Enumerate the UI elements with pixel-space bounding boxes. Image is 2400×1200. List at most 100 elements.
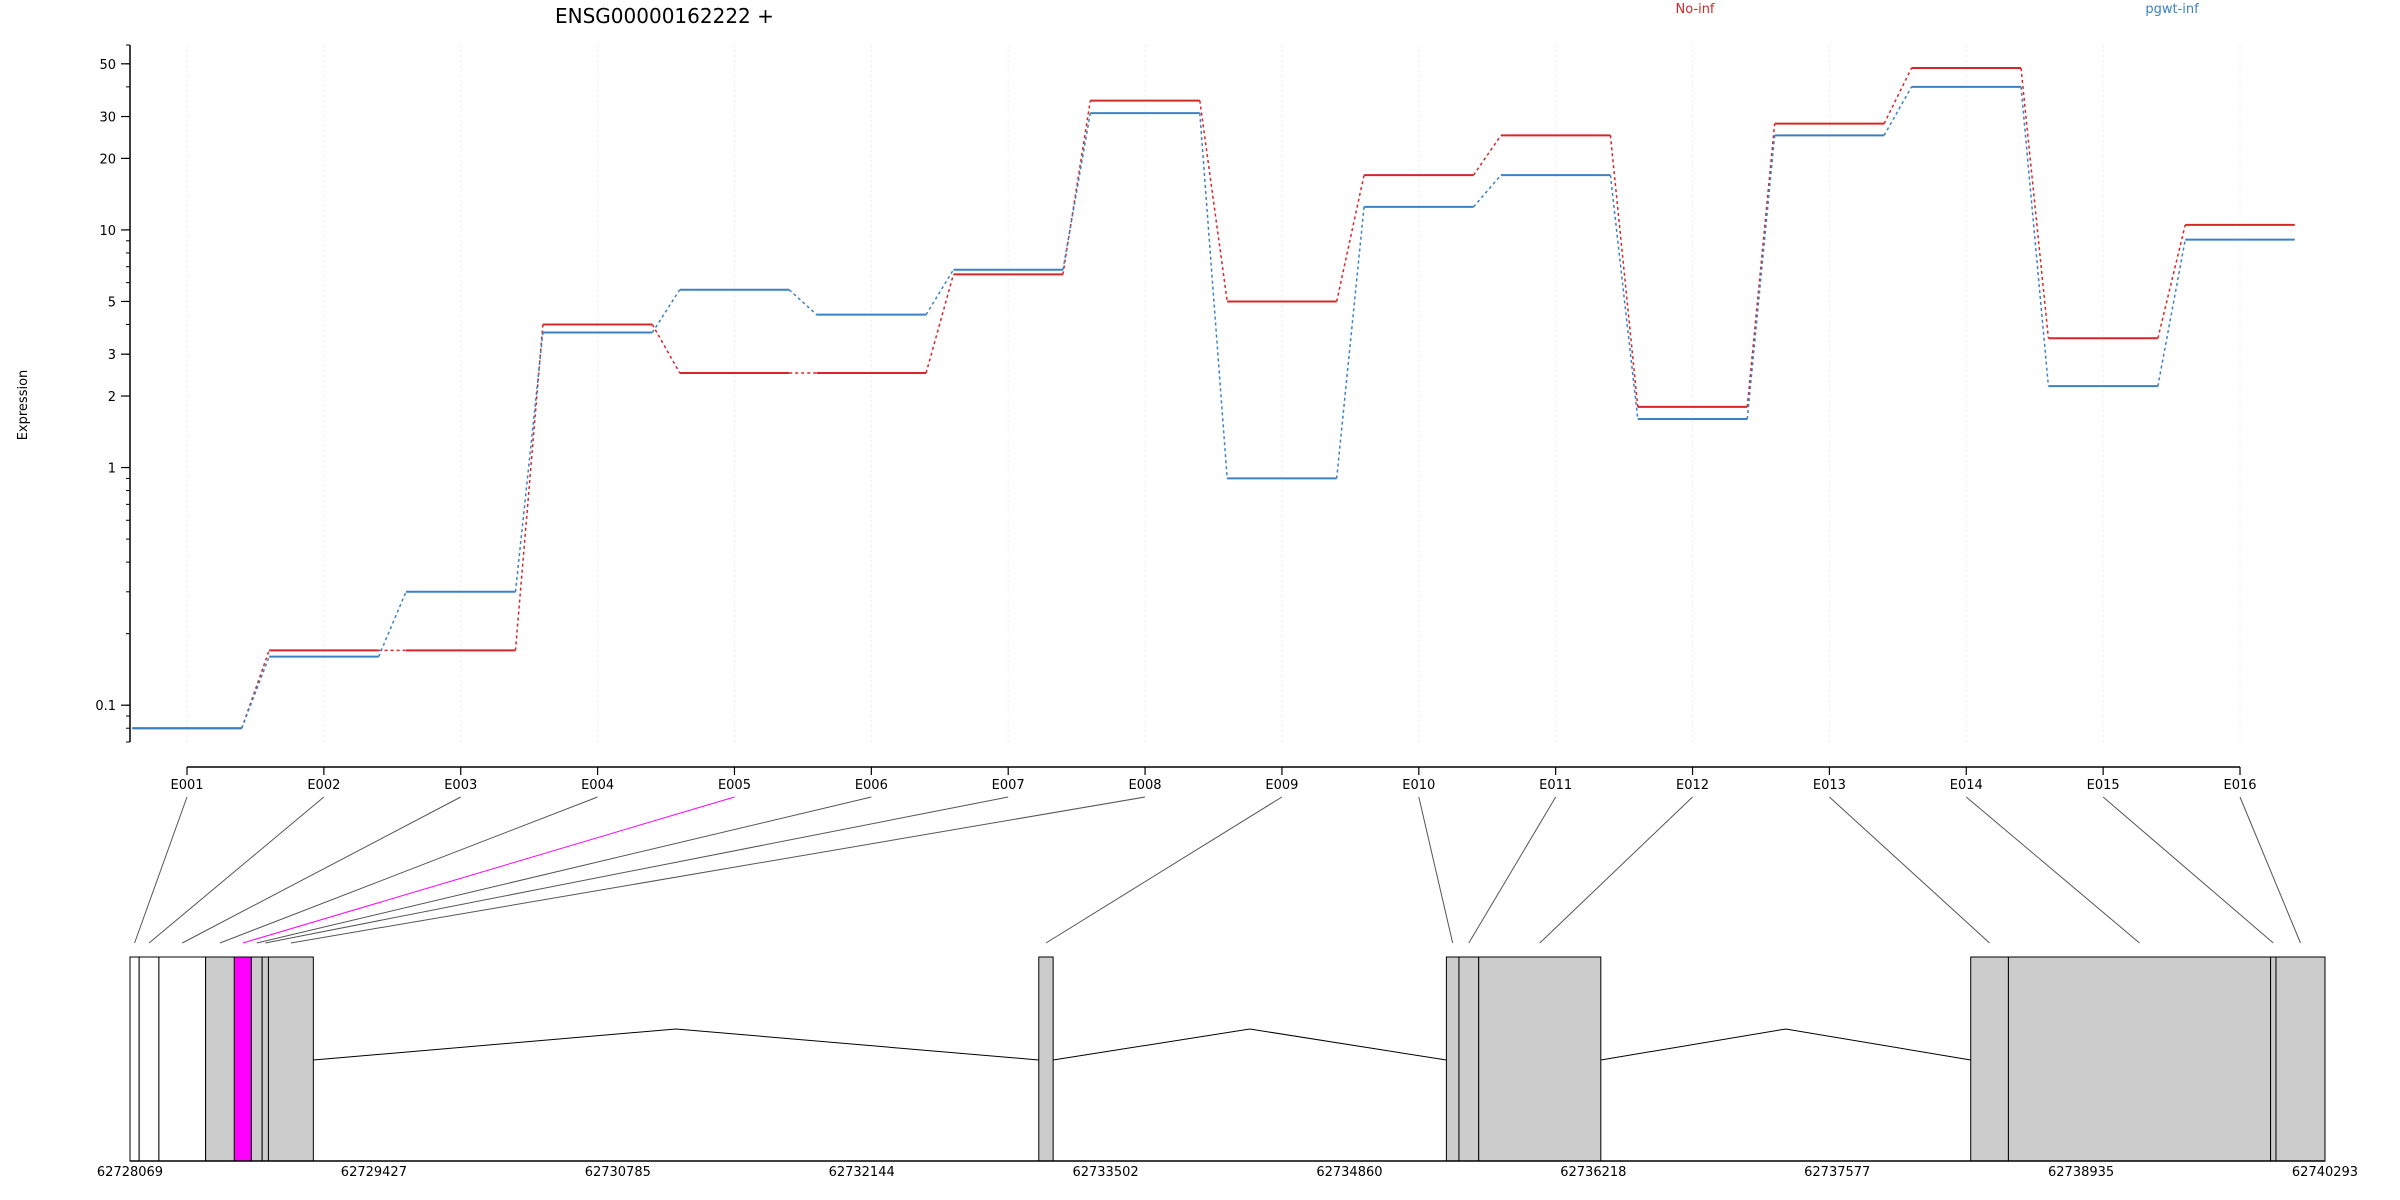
x-tick-label: E015 — [2087, 778, 2120, 793]
legend-entry-pgwt-inf: pgwt-inf — [2145, 2, 2199, 17]
series-connector — [925, 274, 955, 374]
series-connector — [1746, 135, 1776, 420]
series-connector — [1609, 135, 1639, 407]
coordinate-label: 62733502 — [1072, 1165, 1138, 1180]
series-connector — [377, 591, 407, 657]
exon-connector-e016 — [2239, 796, 2301, 944]
series-pgwt-inf — [132, 85, 2295, 730]
series-connector — [1199, 113, 1228, 479]
series-connector — [2020, 86, 2050, 387]
genomic-coordinate-axis: 62728069 62729427 62730785 62732144 62733502… — [97, 1160, 2358, 1180]
exon-connector-e009 — [1045, 796, 1283, 944]
series-connector — [2020, 67, 2050, 339]
x-tick-label: E001 — [170, 778, 203, 793]
series-connector — [1609, 175, 1639, 420]
coordinate-label: 62734860 — [1316, 1165, 1382, 1180]
x-tick-label: E003 — [444, 778, 477, 793]
series-connector — [2157, 239, 2186, 387]
exon-e009 — [1038, 956, 1054, 1162]
x-tick-label: E014 — [1950, 778, 1983, 793]
chart-title: ENSG00000162222 + — [555, 4, 774, 28]
x-tick-label: E013 — [1813, 778, 1846, 793]
exon-e004 — [205, 956, 235, 1162]
x-tick-label: E008 — [1129, 778, 1162, 793]
exon-connector-e012 — [1539, 796, 1693, 944]
series-connector — [1062, 113, 1092, 270]
exon-e011 — [1458, 956, 1480, 1162]
series-connector — [1199, 100, 1228, 302]
exon-e012 — [1478, 956, 1602, 1162]
x-tick-label: E002 — [307, 778, 340, 793]
exon-connector-e005 — [242, 796, 735, 944]
coordinate-label: 62737577 — [1804, 1165, 1870, 1180]
y-tick-label: 5 — [108, 295, 116, 310]
y-tick-label: 2 — [108, 390, 116, 405]
series-connector — [2157, 224, 2186, 339]
exon-e010 — [1445, 956, 1460, 1162]
series-connector — [1472, 174, 1502, 208]
series-connector — [241, 656, 270, 729]
y-axis: 0.1 1 2 3 5 10 20 30 50 — [95, 44, 131, 743]
coordinate-label: 62729427 — [341, 1165, 407, 1180]
x-tick-label: E009 — [1265, 778, 1298, 793]
exon-connectors — [134, 796, 2301, 944]
series-connector — [1883, 86, 1913, 136]
intron — [1053, 1028, 1447, 1061]
exon-connector-e002 — [148, 796, 325, 944]
exon-e013 — [1970, 956, 2009, 1162]
coordinate-label: 62736218 — [1560, 1165, 1626, 1180]
series-connector — [1062, 100, 1092, 275]
exon-connector-e014 — [1965, 796, 2140, 944]
coordinate-label: 62730785 — [585, 1165, 651, 1180]
series-connector — [788, 289, 818, 316]
x-tick-label: E011 — [1539, 778, 1572, 793]
series-connector — [1335, 206, 1365, 479]
x-tick-label: E005 — [718, 778, 751, 793]
exon-connector-e003 — [182, 796, 461, 944]
series-connector — [514, 332, 544, 592]
coordinate-label: 62732144 — [829, 1165, 895, 1180]
x-axis: E001 E002 E003 E004 E005 E006 E007 E008 E009 E010… — [170, 766, 2257, 793]
series-connector — [514, 324, 544, 651]
legend-entry-no-inf: No-inf — [1675, 2, 1714, 17]
x-tick-label: E016 — [2223, 778, 2256, 793]
y-tick-label: 3 — [108, 348, 116, 363]
exon-connector-e013 — [1829, 796, 1990, 944]
series-layer — [132, 67, 2295, 730]
y-tick-label: 0.1 — [95, 699, 116, 714]
exon-e005 — [233, 956, 252, 1162]
series-connector — [651, 324, 681, 374]
series-connector — [1335, 174, 1365, 302]
series-connector — [1472, 134, 1502, 176]
x-tick-label: E010 — [1402, 778, 1435, 793]
y-axis-label: Expression — [16, 370, 31, 441]
x-tick-label: E004 — [581, 778, 614, 793]
intron — [1600, 1028, 1971, 1061]
x-tick-label: E012 — [1676, 778, 1709, 793]
exon-connector-e004 — [219, 796, 598, 944]
exon-e015 — [2270, 956, 2277, 1162]
exon-connector-e007 — [265, 796, 1009, 944]
y-tick-label: 1 — [108, 462, 116, 477]
grid-layer — [186, 45, 2241, 742]
gene-model — [129, 956, 2326, 1162]
series-no-inf — [132, 67, 2295, 730]
x-tick-label: E006 — [855, 778, 888, 793]
exon-connector-e006 — [256, 796, 872, 944]
intron — [313, 1028, 1039, 1061]
series-connector — [925, 269, 955, 316]
exon-e003 — [158, 956, 207, 1162]
series-connector — [651, 289, 681, 333]
y-tick-label: 50 — [99, 58, 116, 73]
exon-e014 — [2007, 956, 2272, 1162]
coordinate-label: 62728069 — [97, 1165, 163, 1180]
coordinate-label: 62738935 — [2048, 1165, 2114, 1180]
series-connector — [1883, 67, 1913, 124]
exon-e006 — [250, 956, 263, 1162]
x-tick-label: E007 — [992, 778, 1025, 793]
coordinate-label: 62740293 — [2292, 1165, 2358, 1180]
exon-connector-e008 — [290, 796, 1146, 944]
series-connector — [1746, 123, 1776, 407]
exon-connector-e011 — [1468, 796, 1557, 944]
